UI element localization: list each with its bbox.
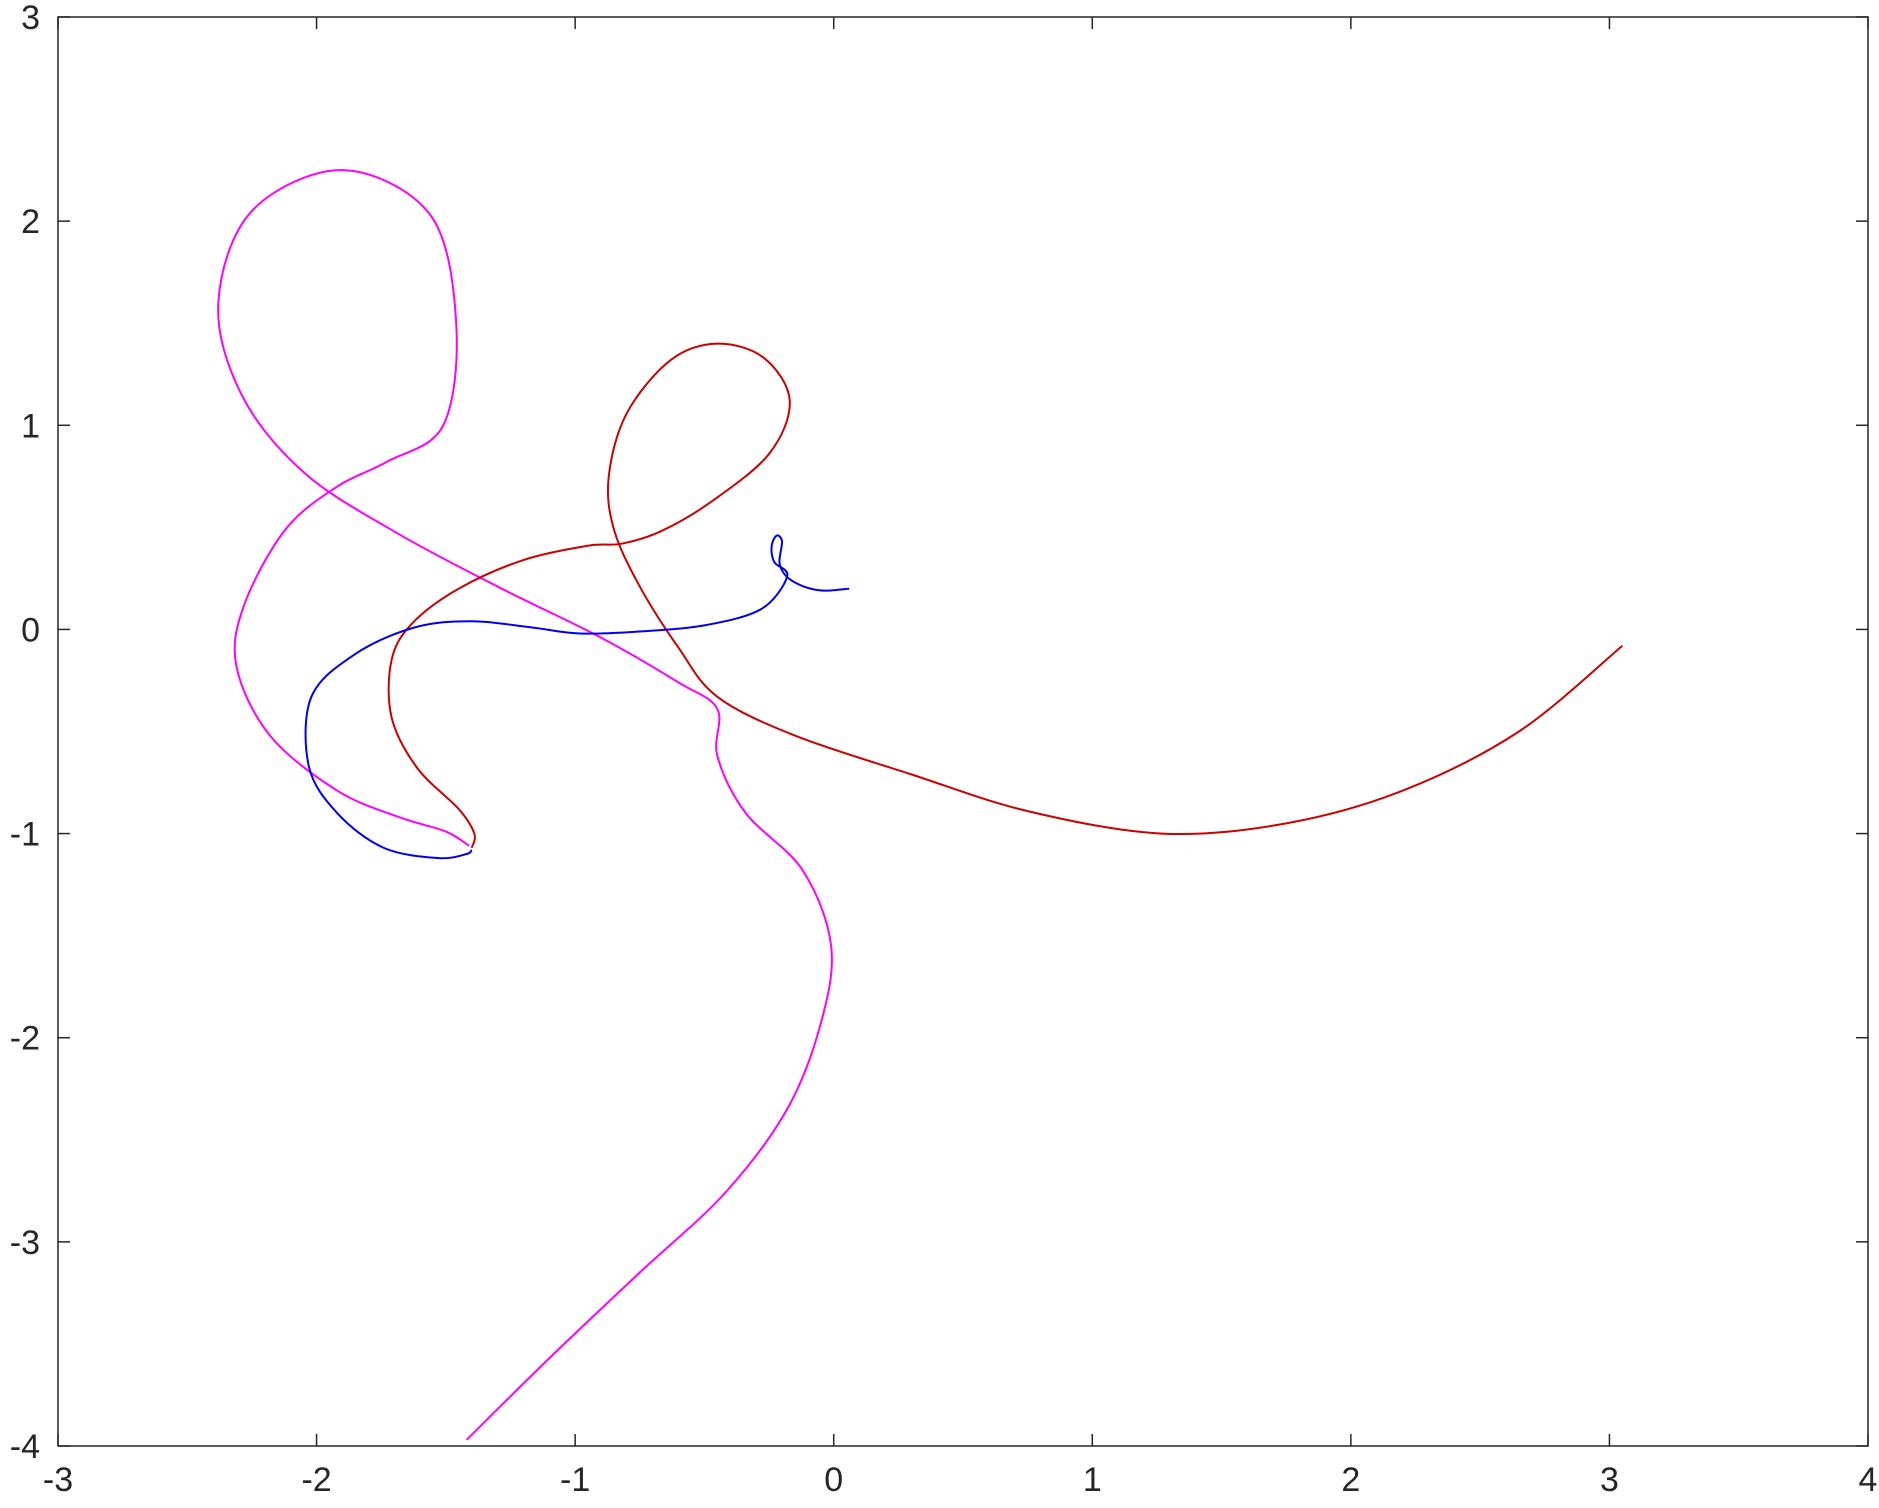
y-tick-label: -4 [10,1428,40,1466]
y-tick-label: -1 [10,816,40,854]
axis-ticks [57,16,1869,1447]
x-tick-label: -1 [560,1461,590,1499]
x-tick-label: 2 [1341,1461,1360,1499]
x-tick-label: -2 [301,1461,331,1499]
y-tick-label: -3 [10,1224,40,1262]
series-line-3 [304,534,850,860]
x-tick-label: 1 [1083,1461,1102,1499]
x-tick-label: 3 [1600,1461,1619,1499]
x-tick-label: 4 [1859,1461,1878,1499]
plot-frame [57,16,1869,1447]
x-tick-label: -3 [43,1461,73,1499]
y-tick-label: 1 [21,407,40,445]
x-tick-label: 0 [824,1461,843,1499]
series-lines [217,169,1623,1441]
series-line-2 [387,342,1623,849]
y-tick-label: 0 [21,611,40,649]
y-tick-label: -2 [10,1020,40,1058]
y-tick-label: 2 [21,203,40,241]
series-line-1 [217,169,833,1441]
y-tick-label: 3 [21,0,40,37]
